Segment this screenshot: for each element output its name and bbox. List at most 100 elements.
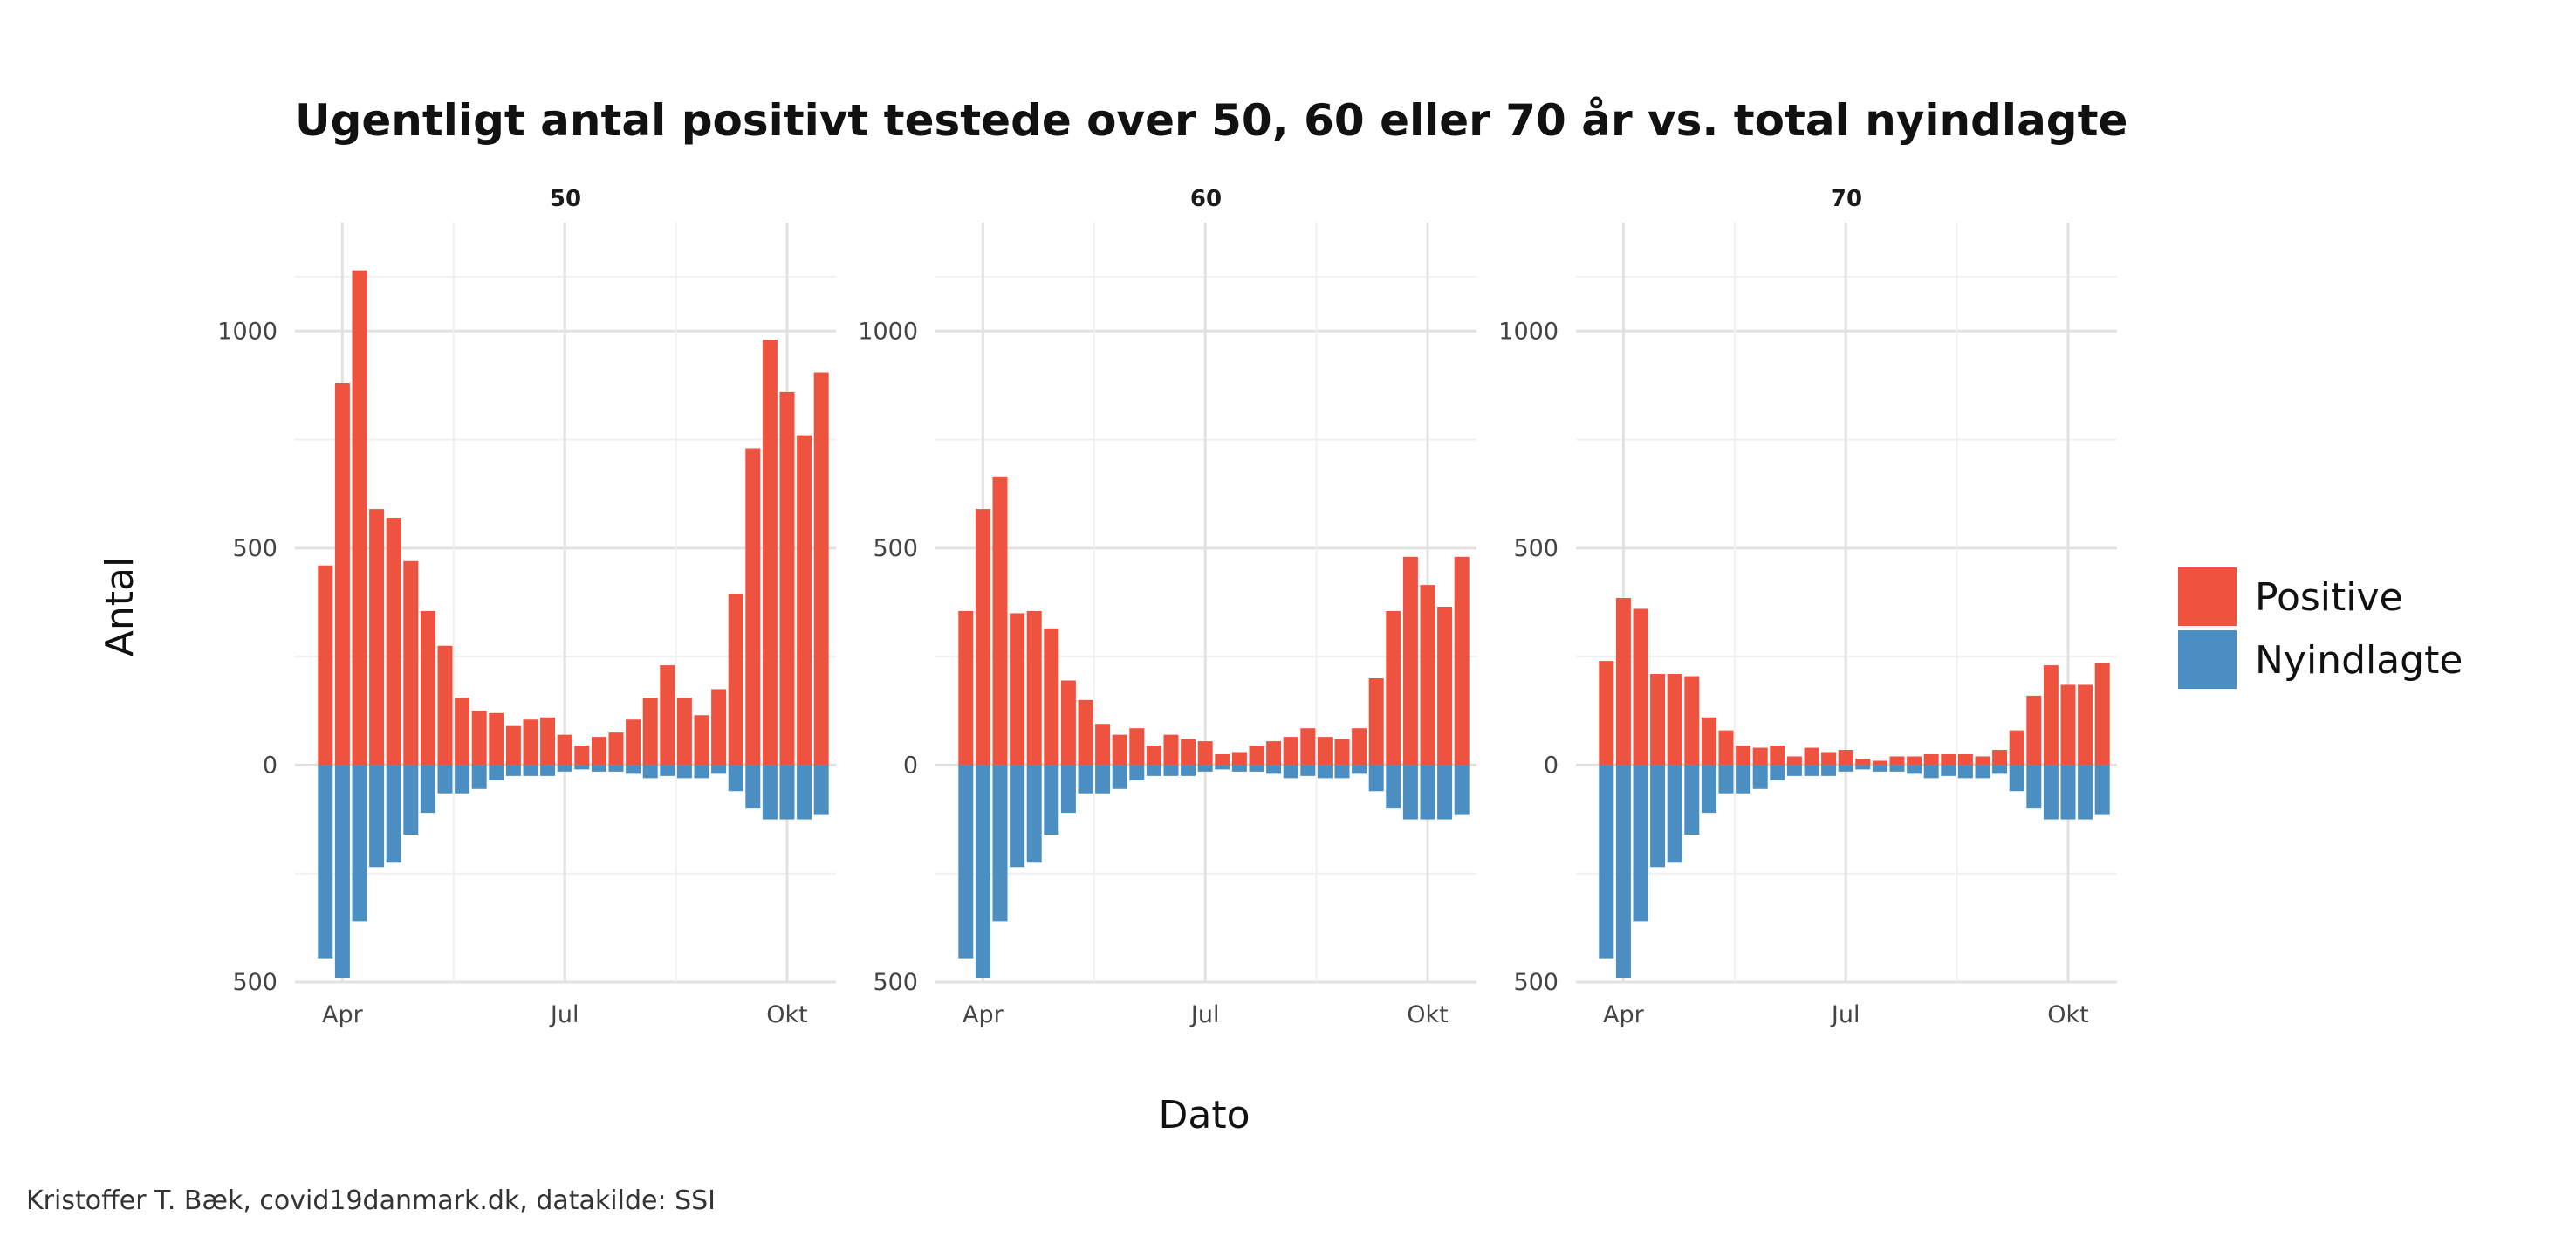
y-tick-label: 0 bbox=[1544, 752, 1559, 779]
bar-positive bbox=[1855, 758, 1871, 766]
bar-positive bbox=[694, 715, 709, 766]
bar-nyindlagte bbox=[1786, 765, 1802, 776]
bar-nyindlagte bbox=[1684, 765, 1700, 835]
bar-positive bbox=[334, 382, 350, 766]
bar-nyindlagte bbox=[1804, 765, 1819, 776]
bar-positive bbox=[1821, 752, 1837, 766]
bar-nyindlagte bbox=[523, 765, 538, 776]
bar-positive bbox=[608, 732, 624, 766]
bar-positive bbox=[1872, 760, 1887, 766]
bar-nyindlagte bbox=[1249, 765, 1264, 772]
bar-positive bbox=[1078, 699, 1093, 766]
bar-positive bbox=[1060, 680, 1076, 766]
bar-nyindlagte bbox=[557, 765, 572, 772]
bar-positive bbox=[1684, 676, 1700, 766]
bar-positive bbox=[1129, 728, 1145, 766]
bar-nyindlagte bbox=[676, 765, 692, 779]
x-tick-label: Apr bbox=[1603, 1001, 1645, 1028]
bar-positive bbox=[1667, 674, 1682, 766]
bar-positive bbox=[420, 610, 435, 766]
bar-positive bbox=[1437, 606, 1453, 766]
bar-nyindlagte bbox=[2026, 765, 2042, 809]
bar-positive bbox=[1957, 754, 1973, 766]
bar-nyindlagte bbox=[2060, 765, 2076, 820]
facet-panel-50: 50 500 0 500 1000 Apr Jul Okt bbox=[217, 186, 836, 1028]
bar-positive bbox=[505, 725, 521, 766]
bar-positive bbox=[992, 476, 1008, 766]
bar-positive bbox=[1231, 752, 1247, 766]
bar-nyindlagte bbox=[403, 765, 419, 835]
bar-nyindlagte bbox=[1402, 765, 1418, 820]
bar-nyindlagte bbox=[2009, 765, 2024, 792]
bar-nyindlagte bbox=[1872, 765, 1887, 772]
legend: Positive Nyindlagte bbox=[2178, 567, 2463, 689]
bar-nyindlagte bbox=[1197, 765, 1213, 772]
x-tick-label: Jul bbox=[1830, 1001, 1860, 1028]
bar-nyindlagte bbox=[1718, 765, 1734, 794]
bar-nyindlagte bbox=[1163, 765, 1179, 776]
bar-nyindlagte bbox=[540, 765, 556, 776]
bar-nyindlagte bbox=[1923, 765, 1939, 779]
bar-nyindlagte bbox=[369, 765, 385, 868]
bar-positive bbox=[1907, 756, 1922, 766]
bar-nyindlagte bbox=[1112, 765, 1127, 789]
legend-swatch bbox=[2178, 630, 2237, 689]
bar-nyindlagte bbox=[1752, 765, 1768, 789]
bar-positive bbox=[540, 717, 556, 766]
bar-positive bbox=[1889, 756, 1905, 766]
y-tick-label: 500 bbox=[232, 969, 277, 996]
y-axis-title: Antal bbox=[98, 557, 142, 656]
bar-nyindlagte bbox=[318, 765, 333, 959]
bar-nyindlagte bbox=[1437, 765, 1453, 820]
legend-swatch bbox=[2178, 567, 2237, 626]
bar-positive bbox=[1112, 734, 1127, 766]
y-tick-label: 1000 bbox=[858, 318, 918, 345]
bar-nyindlagte bbox=[420, 765, 435, 814]
bar-positive bbox=[1838, 750, 1853, 766]
facet-label: 60 bbox=[1190, 186, 1222, 212]
y-tick-label: 500 bbox=[873, 535, 918, 562]
bar-nyindlagte bbox=[1821, 765, 1837, 776]
bar-positive bbox=[1334, 739, 1350, 766]
bar-nyindlagte bbox=[797, 765, 812, 820]
bar-positive bbox=[797, 435, 812, 766]
bar-nyindlagte bbox=[455, 765, 470, 794]
bar-nyindlagte bbox=[1907, 765, 1922, 774]
bar-nyindlagte bbox=[975, 765, 990, 979]
x-tick-label: Okt bbox=[2047, 1001, 2088, 1028]
bar-positive bbox=[1266, 741, 1282, 766]
bar-nyindlagte bbox=[1146, 765, 1161, 776]
bar-nyindlagte bbox=[1095, 765, 1111, 794]
bar-nyindlagte bbox=[958, 765, 974, 959]
x-tick-label: Okt bbox=[1407, 1001, 1448, 1028]
bar-positive bbox=[318, 565, 333, 766]
x-tick-label: Apr bbox=[322, 1001, 364, 1028]
bar-nyindlagte bbox=[1667, 765, 1682, 863]
bar-nyindlagte bbox=[1300, 765, 1316, 776]
bar-positive bbox=[1752, 747, 1768, 766]
chart-title: Ugentligt antal positivt testede over 50… bbox=[295, 95, 2127, 146]
bar-nyindlagte bbox=[1615, 765, 1631, 979]
bar-positive bbox=[1941, 754, 1956, 766]
bar-nyindlagte bbox=[1266, 765, 1282, 774]
legend-label: Positive bbox=[2255, 575, 2403, 620]
bar-positive bbox=[1249, 746, 1264, 766]
bar-nyindlagte bbox=[505, 765, 521, 776]
bar-nyindlagte bbox=[1736, 765, 1751, 794]
bar-positive bbox=[1599, 661, 1614, 766]
bar-nyindlagte bbox=[1650, 765, 1666, 868]
bar-positive bbox=[1163, 734, 1179, 766]
bar-nyindlagte bbox=[1992, 765, 2008, 774]
bar-nyindlagte bbox=[591, 765, 606, 772]
bar-nyindlagte bbox=[711, 765, 727, 774]
bar-positive bbox=[1044, 628, 1059, 766]
bar-nyindlagte bbox=[471, 765, 487, 789]
facets-group: 50 500 0 500 1000 Apr Jul Okt 60 500 0 500 1000 Apr Ju… bbox=[217, 186, 2117, 1028]
bar-positive bbox=[557, 734, 572, 766]
bar-positive bbox=[1300, 728, 1316, 766]
y-tick-label: 1000 bbox=[1498, 318, 1559, 345]
bar-positive bbox=[1923, 754, 1939, 766]
bar-nyindlagte bbox=[608, 765, 624, 772]
bar-nyindlagte bbox=[762, 765, 778, 820]
